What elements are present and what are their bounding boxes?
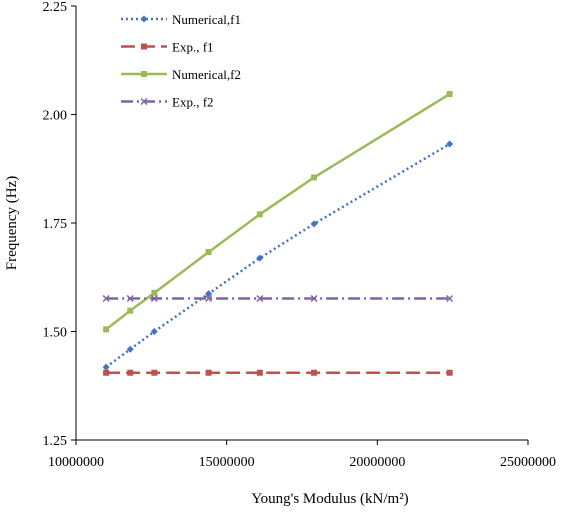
data-point <box>205 294 213 303</box>
data-point <box>446 294 454 303</box>
y-tick-label: 1.50 <box>43 326 68 341</box>
data-point-stroke <box>150 294 158 303</box>
data-point <box>310 294 318 303</box>
data-point <box>205 369 212 376</box>
legend-label: Exp., f2 <box>172 95 214 110</box>
data-point-stroke <box>102 294 110 303</box>
data-point-stroke <box>446 294 454 303</box>
legend-marker <box>141 43 147 50</box>
data-point <box>126 294 134 303</box>
data-point <box>205 290 213 298</box>
series-line <box>105 142 451 369</box>
legend-item: Numerical,f1 <box>121 12 241 27</box>
legend-item: Numerical,f2 <box>121 67 241 82</box>
x-tick-label: 25000000 <box>500 455 556 470</box>
data-point <box>446 91 453 98</box>
data-point <box>127 307 134 314</box>
data-point <box>256 254 264 262</box>
data-point <box>256 294 264 303</box>
series-1 <box>102 140 454 371</box>
data-point <box>446 369 453 376</box>
data-point <box>311 174 318 181</box>
legend-marker <box>141 71 147 77</box>
data-point <box>151 289 158 296</box>
data-point <box>256 369 263 376</box>
data-point <box>150 328 158 335</box>
legend-marker-stroke <box>140 97 148 106</box>
data-point <box>205 249 212 256</box>
data-point <box>151 369 158 376</box>
legend-marker <box>140 15 148 23</box>
y-tick-label: 2.00 <box>43 109 68 124</box>
series-3 <box>103 91 453 333</box>
series-2 <box>103 369 453 376</box>
legend: Numerical,f1 Exp., f1 Numerical,f2 Exp., f2 <box>121 12 241 110</box>
legend-label: Numerical,f2 <box>172 67 241 82</box>
data-point <box>102 294 110 303</box>
ticks <box>71 5 529 445</box>
legend-label: Exp., f1 <box>172 40 214 55</box>
data-point <box>310 220 318 228</box>
x-tick-label: 10000000 <box>48 455 104 470</box>
data-point <box>103 326 110 333</box>
data-point-stroke <box>205 294 213 303</box>
data-point <box>103 369 110 376</box>
data-point <box>311 369 318 376</box>
data-point <box>126 345 134 353</box>
legend-item: Exp., f2 <box>121 95 214 110</box>
data-point-stroke <box>126 294 134 303</box>
y-axis-title: Frequency (Hz) <box>4 176 20 271</box>
series-4 <box>102 294 454 303</box>
data-point-stroke <box>256 294 264 303</box>
data-point-stroke <box>310 294 318 303</box>
legend-marker <box>140 97 148 106</box>
legend-label: Numerical,f1 <box>172 12 241 27</box>
x-axis-title: Young's Modulus (kN/m²) <box>251 491 408 507</box>
series-line <box>105 93 451 331</box>
x-tick-label: 20000000 <box>349 455 405 470</box>
x-tick-label: 15000000 <box>199 455 255 470</box>
legend-item: Exp., f1 <box>121 40 214 55</box>
y-tick-label: 2.25 <box>43 0 68 15</box>
y-tick-label: 1.25 <box>43 434 68 449</box>
data-point <box>446 140 454 148</box>
data-point <box>102 363 110 371</box>
series-group <box>102 91 454 376</box>
tick-labels: 1.25 1.50 1.75 2.00 2.25 10000000 15000000 2000… <box>43 0 557 470</box>
data-point <box>256 211 263 218</box>
y-tick-label: 1.75 <box>43 217 68 232</box>
data-point <box>127 369 134 376</box>
data-point <box>150 294 158 303</box>
